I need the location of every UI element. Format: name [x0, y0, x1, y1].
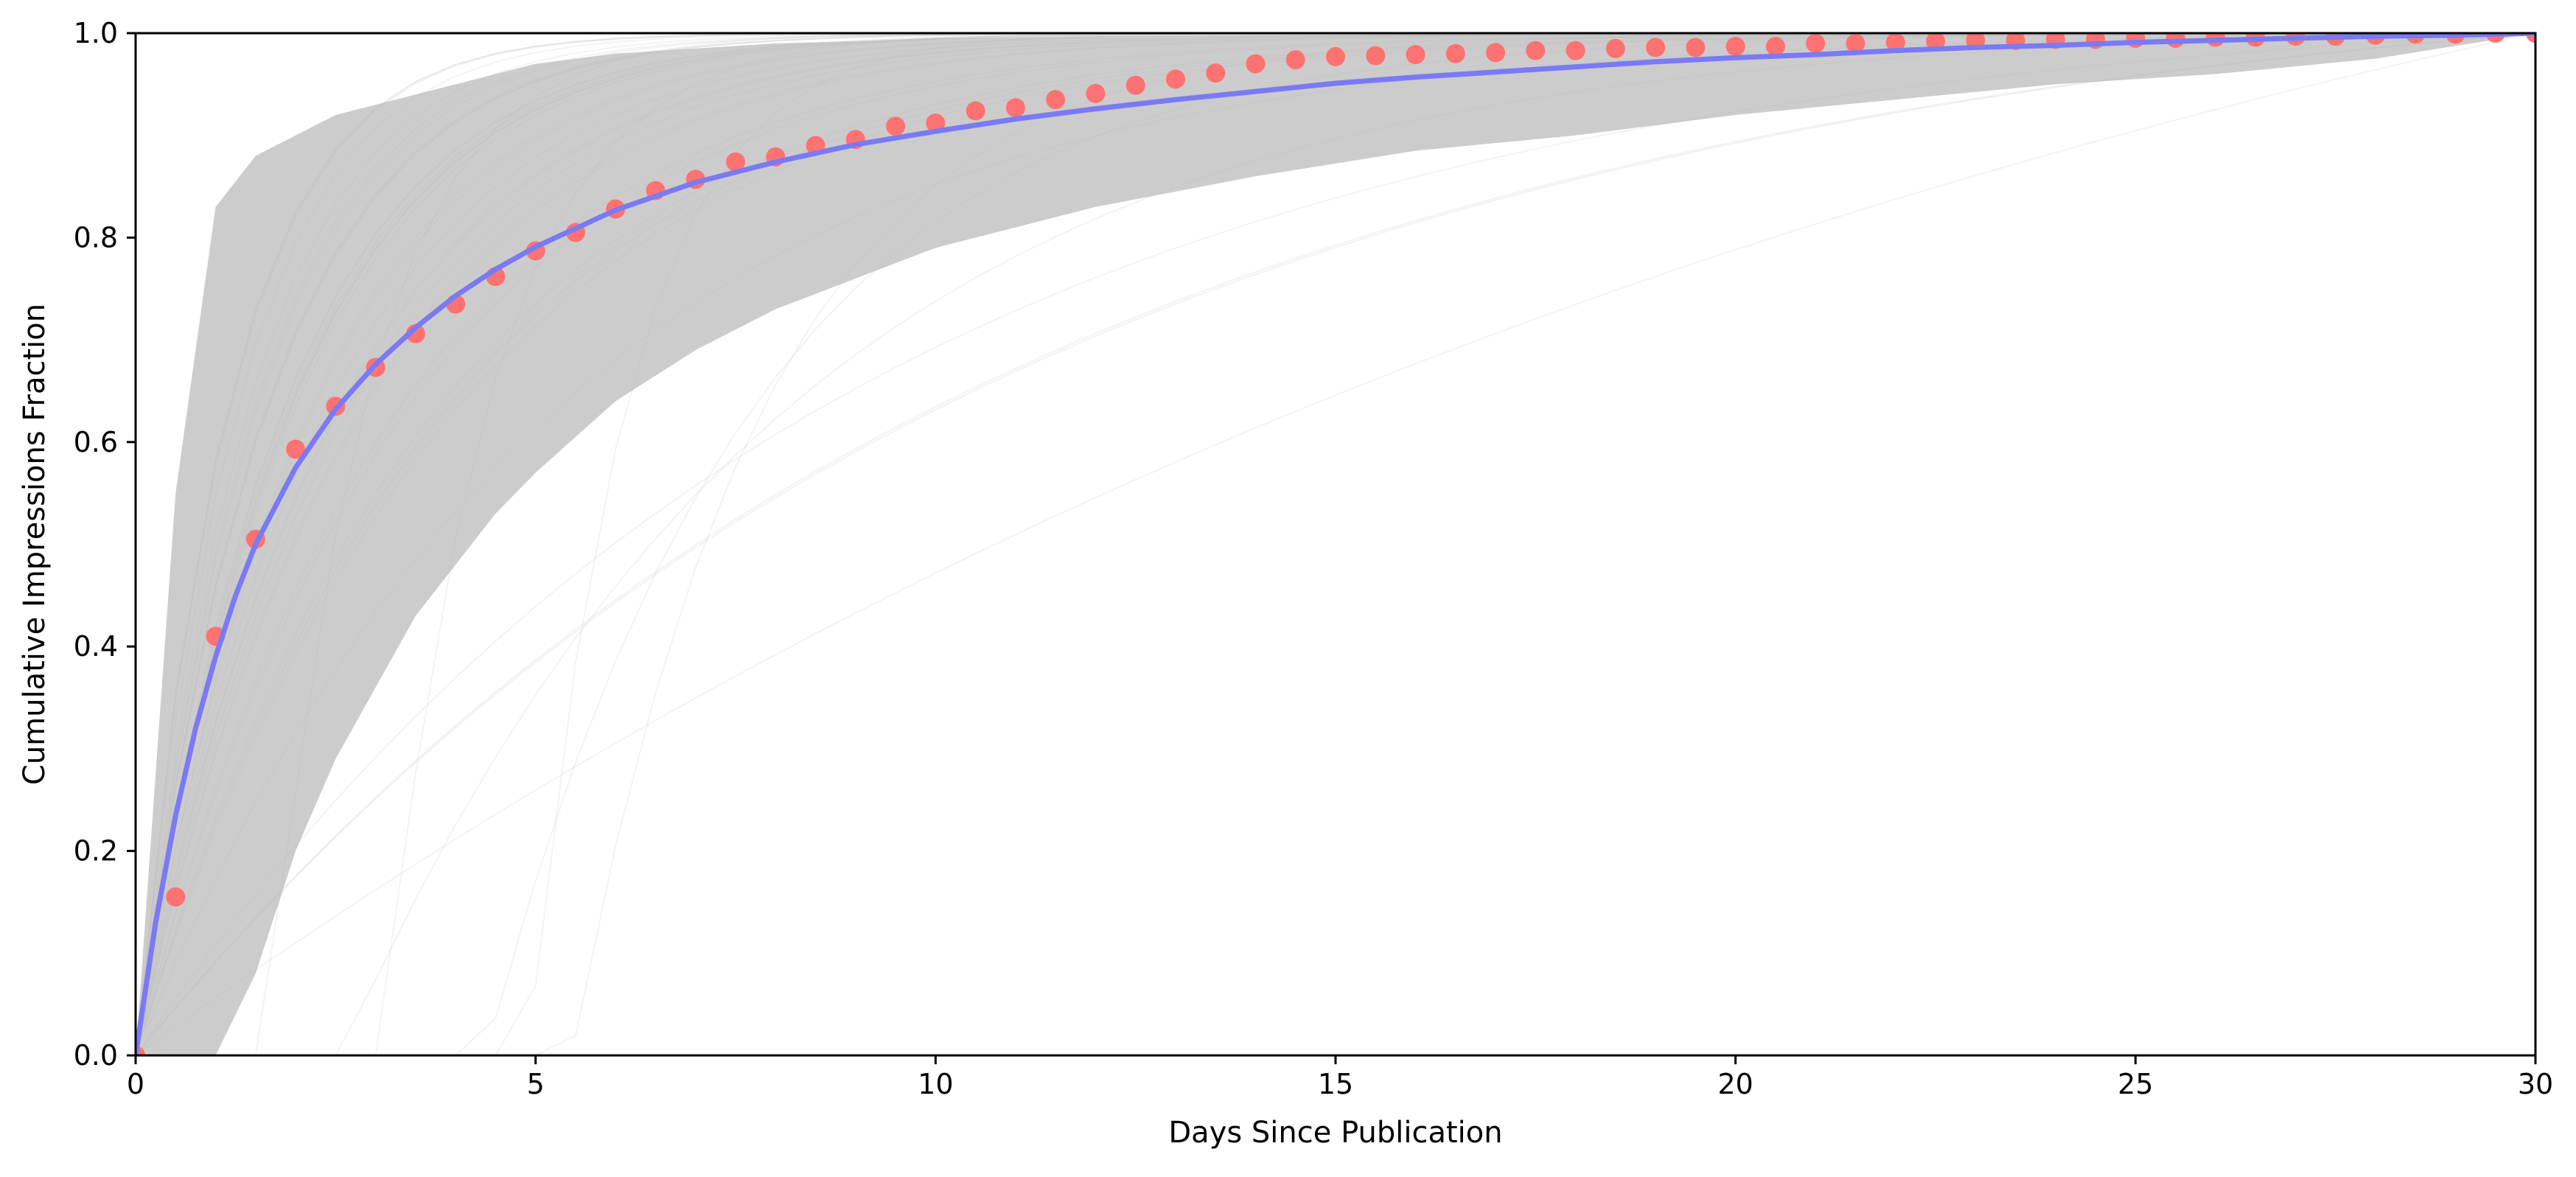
individual-curve — [136, 33, 2535, 1055]
data-point — [726, 152, 745, 172]
individual-curve — [136, 33, 2535, 1055]
data-point — [1806, 33, 1826, 53]
data-point — [1206, 63, 1226, 83]
data-point — [1165, 69, 1185, 89]
x-tick-label: 20 — [1717, 1068, 1753, 1100]
data-point — [1885, 33, 1905, 52]
data-point — [1686, 38, 1706, 57]
data-point — [1005, 98, 1025, 118]
x-tick-label: 25 — [2118, 1068, 2153, 1100]
y-tick-label: 0.4 — [74, 630, 118, 663]
data-point — [1246, 54, 1266, 74]
y-tick-label: 0.0 — [74, 1039, 118, 1072]
x-axis-label: Days Since Publication — [1168, 1116, 1502, 1150]
data-point — [1566, 41, 1585, 60]
x-tick-label: 30 — [2518, 1068, 2553, 1100]
x-tick-label: 5 — [527, 1068, 545, 1100]
data-point — [1445, 43, 1465, 63]
individual-curve — [136, 33, 2535, 1055]
data-point — [926, 113, 946, 133]
data-point — [1326, 46, 1345, 66]
data-point — [1646, 38, 1666, 57]
data-point — [2205, 33, 2225, 47]
plot-clip-group — [136, 33, 2535, 1055]
x-tick-label: 0 — [127, 1068, 144, 1100]
y-tick-label: 1.0 — [74, 17, 118, 49]
data-point — [1846, 33, 1865, 53]
plot-area: 0 5 10 15 20 25 30 0.0 0.2 0.4 0.6 0.8 1.0 — [74, 17, 2554, 1100]
data-point — [1486, 43, 1506, 63]
y-tick-label: 0.2 — [74, 835, 118, 867]
data-point — [1086, 83, 1106, 103]
data-point — [2165, 33, 2185, 48]
fitted-curve-line — [136, 33, 2535, 1055]
data-point — [1725, 37, 1745, 57]
x-tick-label: 15 — [1318, 1068, 1353, 1100]
data-point — [1285, 50, 1305, 70]
data-point — [1605, 38, 1625, 58]
individual-curve — [136, 33, 2535, 1055]
data-point — [1765, 37, 1785, 57]
y-axis-label: Cumulative Impressions Fraction — [18, 304, 52, 785]
data-point — [1366, 46, 1386, 66]
individual-curve — [136, 33, 2535, 1055]
data-point — [166, 887, 186, 907]
data-point — [286, 439, 306, 459]
distribution-band — [136, 33, 2535, 1055]
individual-curve — [136, 33, 2535, 1055]
individual-curve — [136, 33, 2535, 1055]
data-point — [1125, 75, 1145, 95]
data-point — [1406, 45, 1425, 65]
individual-curve — [136, 33, 2535, 1055]
data-point — [1046, 90, 1066, 110]
individual-curve — [136, 33, 2535, 1055]
x-tick-label: 10 — [918, 1068, 953, 1100]
y-tick-label: 0.8 — [74, 221, 118, 254]
data-point — [886, 116, 906, 136]
data-point — [966, 101, 985, 121]
data-point — [1526, 41, 1546, 60]
individual-curve — [136, 33, 2535, 1055]
individual-curve — [136, 33, 2535, 1055]
individual-curve — [136, 33, 2535, 1055]
y-tick-label: 0.6 — [74, 426, 118, 458]
